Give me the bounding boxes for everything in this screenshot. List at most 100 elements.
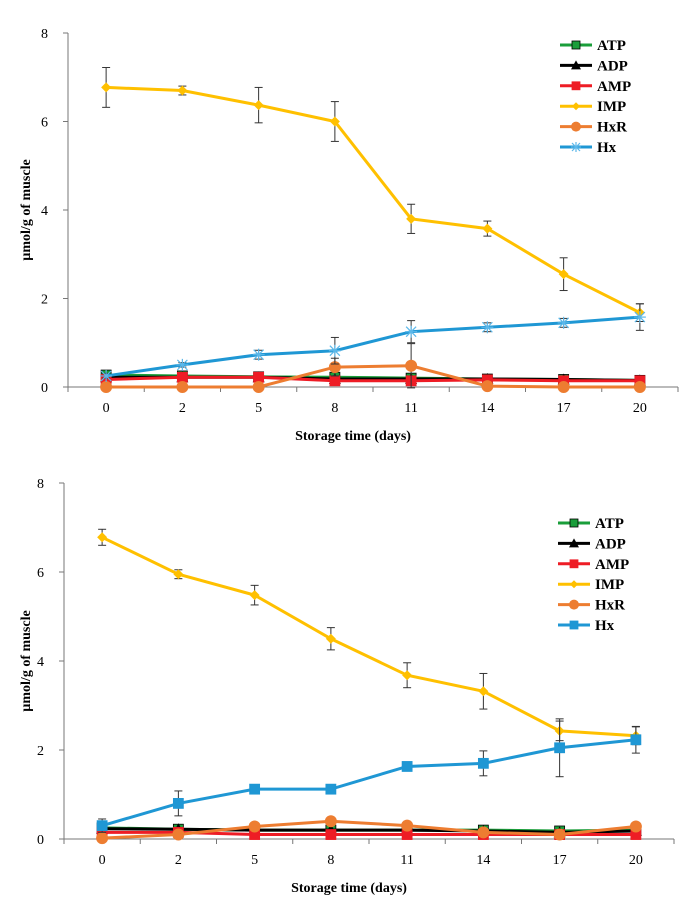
y-axis-label: µmol/g of muscle xyxy=(19,610,34,711)
y-tick-label: 6 xyxy=(41,116,48,131)
data-point xyxy=(477,757,489,769)
legend-label: HxR xyxy=(595,598,625,614)
y-tick-label: 0 xyxy=(41,381,48,396)
x-tick-label: 20 xyxy=(633,401,647,416)
chart-2: 0 2 4 6 8 0 2 5 8 11 14 17 20 Storage time (days) µmol… xyxy=(19,477,675,896)
data-point xyxy=(324,815,337,828)
x-tick-label: 5 xyxy=(255,401,262,416)
data-point xyxy=(253,371,265,383)
data-point xyxy=(633,381,646,393)
series-line xyxy=(105,315,640,378)
series-line xyxy=(101,738,637,828)
y-tick-label: 0 xyxy=(37,833,44,848)
data-point xyxy=(252,381,265,393)
data-point xyxy=(248,820,261,833)
legend-marker xyxy=(570,580,578,589)
legend-item: ADP xyxy=(558,536,626,552)
data-point xyxy=(96,832,109,845)
y-tick-label: 8 xyxy=(37,477,44,492)
data-point xyxy=(177,85,188,96)
data-point xyxy=(630,734,642,746)
data-point xyxy=(481,321,494,334)
x-tick-label: 20 xyxy=(629,853,643,868)
legend-item: IMP xyxy=(560,99,626,115)
legend-marker xyxy=(571,60,581,70)
legend-label: Hx xyxy=(597,140,617,156)
y-tick-label: 6 xyxy=(37,566,44,581)
legend-marker xyxy=(569,518,579,528)
data-point xyxy=(477,826,490,839)
chart-1: 0 2 4 6 8 0 2 5 8 11 14 17 20 Storage time (days) µmol… xyxy=(19,27,679,444)
data-point xyxy=(405,325,418,338)
legend: ATP ADP AMP IMP HxR Hx xyxy=(560,38,631,156)
data-point xyxy=(100,381,113,393)
legend-item: AMP xyxy=(560,79,631,95)
asterisk-stroke xyxy=(558,317,570,329)
legend-label: ATP xyxy=(597,38,626,54)
data-point xyxy=(100,369,113,382)
data-point xyxy=(249,783,261,795)
asterisk-stroke xyxy=(634,311,646,323)
data-point xyxy=(402,670,413,681)
legend-marker xyxy=(569,599,579,610)
data-point xyxy=(172,828,185,841)
series-line xyxy=(101,535,636,738)
x-tick-label: 8 xyxy=(331,401,338,416)
series-hxr xyxy=(96,815,642,845)
x-tick-label: 17 xyxy=(553,853,567,868)
legend-label: ADP xyxy=(595,536,626,552)
legend-marker xyxy=(571,121,581,132)
x-tick-label: 0 xyxy=(103,401,110,416)
x-axis-label: Storage time (days) xyxy=(291,881,407,896)
data-point xyxy=(172,798,184,809)
legend: ATP ADP AMP IMP HxR Hx xyxy=(558,516,629,634)
data-point xyxy=(557,381,570,393)
asterisk-stroke xyxy=(253,349,265,361)
x-tick-label: 14 xyxy=(476,853,490,868)
legend-label: AMP xyxy=(595,557,629,573)
legend-label: ADP xyxy=(597,58,628,74)
legend-marker xyxy=(569,538,579,548)
data-point xyxy=(401,819,414,832)
legend-marker xyxy=(571,40,581,50)
legend-marker xyxy=(571,81,581,91)
legend-label: AMP xyxy=(597,79,631,95)
y-tick-label: 4 xyxy=(37,655,44,670)
data-point xyxy=(253,100,264,111)
data-point xyxy=(329,375,341,387)
series-line xyxy=(106,364,640,389)
data-point xyxy=(558,269,569,280)
asterisk-stroke xyxy=(329,345,341,357)
series-hx xyxy=(96,718,642,833)
series-hx xyxy=(100,303,646,382)
data-point xyxy=(554,742,566,754)
legend-label: ATP xyxy=(595,516,624,532)
data-point xyxy=(633,311,646,324)
asterisk-stroke xyxy=(481,321,493,333)
data-point xyxy=(482,223,493,234)
legend-marker xyxy=(569,559,579,569)
legend-label: HxR xyxy=(597,120,627,136)
data-point xyxy=(176,358,189,371)
legend-item: ATP xyxy=(560,38,626,54)
legend-item: Hx xyxy=(560,140,617,156)
data-point xyxy=(173,569,184,580)
y-axis-label: µmol/g of muscle xyxy=(19,159,34,260)
y-tick-label: 2 xyxy=(41,293,48,308)
data-point xyxy=(481,380,494,393)
series-line xyxy=(106,375,640,383)
data-point xyxy=(101,82,112,93)
legend-item: AMP xyxy=(558,557,629,573)
legend-label: IMP xyxy=(595,577,624,593)
legend-item: IMP xyxy=(558,577,624,593)
data-point xyxy=(478,686,489,697)
y-tick-label: 8 xyxy=(41,27,48,42)
x-tick-label: 17 xyxy=(557,401,571,416)
x-tick-label: 2 xyxy=(175,853,182,868)
legend-item: HxR xyxy=(560,120,627,136)
data-point xyxy=(329,116,340,127)
data-point xyxy=(325,783,337,795)
data-point xyxy=(325,633,336,644)
asterisk-stroke xyxy=(100,370,112,382)
x-tick-label: 11 xyxy=(400,853,413,868)
